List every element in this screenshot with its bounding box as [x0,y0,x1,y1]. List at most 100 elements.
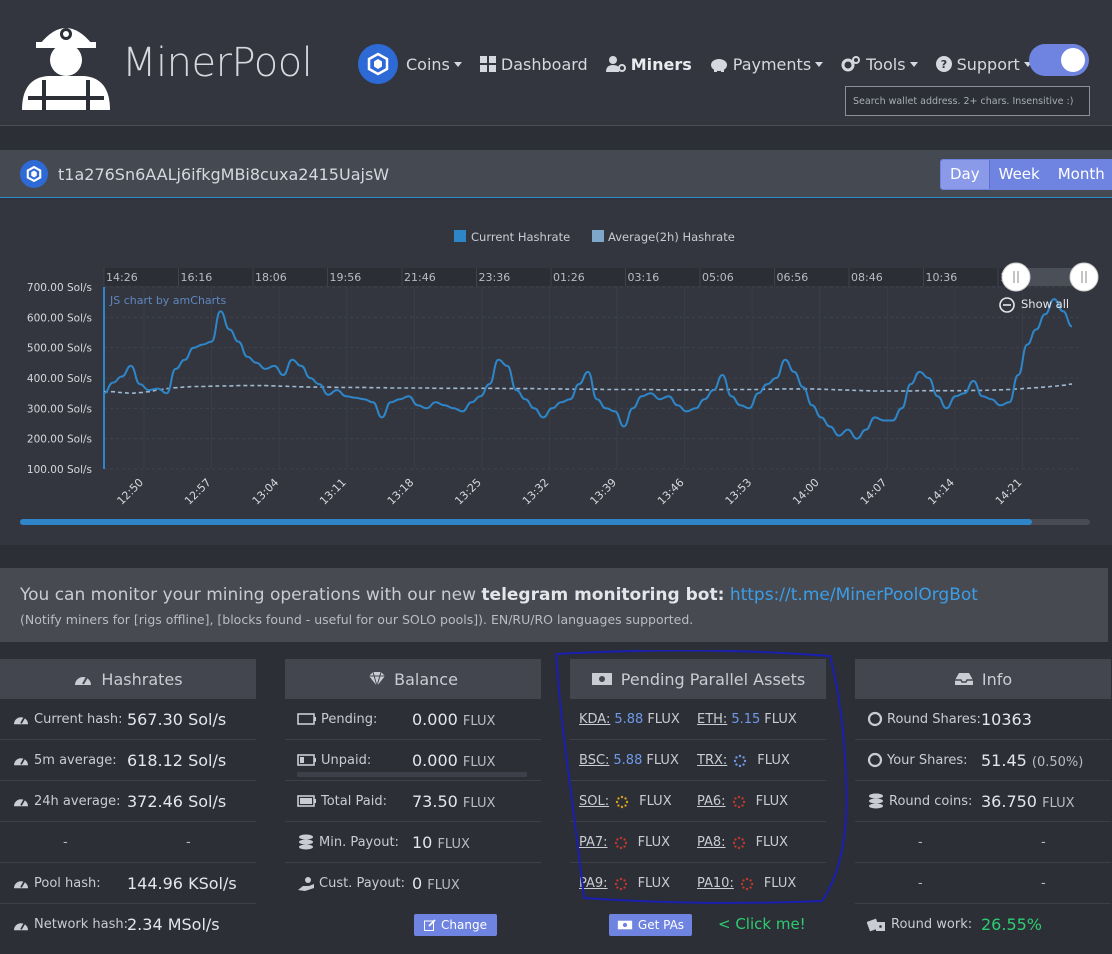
range-handle-left[interactable] [1001,262,1031,292]
asset-name-link[interactable]: ETH: [697,712,728,727]
asset-bsc[interactable]: BSC: 5.88 FLUX [579,753,679,768]
money-bill-icon [591,673,612,685]
show-all-button[interactable]: Show all [1021,297,1069,311]
asset-unit: FLUX [637,876,671,891]
question-circle-icon: ? [935,56,952,72]
round-work-value: 26.55% [981,915,1043,934]
period-month-button[interactable]: Month [1048,160,1112,189]
asset-name-link[interactable]: TRX: [697,753,728,768]
coins-icon [869,793,883,809]
x-tick-label: 12:50 [115,476,147,508]
asset-name-link[interactable]: SOL: [579,794,610,809]
scroll-tick-label: 14:26 [106,271,138,284]
scroll-tick-label: 01:26 [553,271,585,284]
tachometer-icon [14,757,28,766]
asset-unit: FLUX [755,835,789,850]
pending-row: Pending: 0.000 FLUX [285,699,541,740]
toggle-knob [1061,48,1085,72]
legend-average-swatch[interactable] [592,230,604,242]
series-average-line[interactable] [104,383,1073,395]
asset-value: 5.88 [614,712,644,727]
asset-pa10[interactable]: PA10: FLUX [697,876,796,891]
legend-current-label[interactable]: Current Hashrate [471,230,570,244]
y-tick-label: 500.00 Sol/s [27,343,92,355]
theme-toggle[interactable] [1029,44,1089,76]
round-coins-value: 36.750 FLUX [981,791,1075,811]
asset-unit: FLUX [639,794,672,809]
network-hash-value: 2.34 MSol/s [127,915,220,934]
nav-tools[interactable]: Tools [841,55,918,74]
nav-payments[interactable]: Payments [710,55,824,74]
asset-sol[interactable]: SOL: FLUX [579,794,672,809]
range-handle-right[interactable] [1069,262,1099,292]
flux-coin-icon[interactable] [358,44,398,84]
asset-name-link[interactable]: PA8: [697,835,726,850]
asset-name-link[interactable]: PA6: [697,794,726,809]
y-tick-label: 100.00 Sol/s [27,464,92,476]
min-payout-value: 10 FLUX [412,832,470,852]
nav-miners[interactable]: Miners [605,55,692,74]
telegram-bot-link[interactable]: https://t.me/MinerPoolOrgBot [729,585,978,605]
asset-trx[interactable]: TRX: FLUX [697,753,790,768]
cust-payout-value: 0 FLUX [412,874,460,893]
hashrate-chart[interactable]: Current Hashrate Average(2h) Hashrate 14… [0,199,1112,545]
nav-dashboard[interactable]: Dashboard [479,55,588,74]
chart-scroll-band[interactable] [104,268,1080,286]
chart-progress-fill [20,519,1032,525]
round-coins-row: Round coins: 36.750 FLUX [855,781,1111,822]
asset-eth[interactable]: ETH: 5.15 FLUX [697,712,797,727]
wallet-search-input[interactable] [845,86,1090,116]
legend-current-swatch[interactable] [454,230,466,242]
telegram-banner: You can monitor your mining operations w… [0,568,1108,642]
tachometer-icon [14,880,28,889]
change-payout-button[interactable]: Change [414,914,497,936]
spinner-icon [740,877,754,890]
header: MinerPool Coins Dashboard Miners Payment… [0,0,1112,126]
grid-icon [479,56,496,72]
telegram-subtext: (Notify miners for [rigs offline], [bloc… [20,612,694,627]
x-tick-label: 14:21 [993,476,1025,508]
asset-name-link[interactable]: PA10: [697,876,734,891]
nav-coins[interactable]: Coins [406,55,462,74]
legend-average-label[interactable]: Average(2h) Hashrate [608,230,735,244]
period-day-button[interactable]: Day [941,160,990,189]
main-nav: Coins Dashboard Miners Payments Tools ? … [358,44,1050,84]
nav-support[interactable]: ? Support [935,55,1032,74]
asset-pa6[interactable]: PA6: FLUX [697,794,788,809]
asset-pa9[interactable]: PA9: FLUX [579,876,670,891]
scroll-tick-label: 18:06 [255,271,287,284]
your-shares-row: Your Shares: 51.45 (0.50%) [855,740,1111,781]
series-current-line[interactable] [103,298,1073,440]
period-week-button[interactable]: Week [989,160,1049,189]
y-tick-label: 200.00 Sol/s [27,434,92,446]
y-axis-ticks: 700.00 Sol/s 600.00 Sol/s 500.00 Sol/s 400.… [27,282,92,476]
scroll-tick-label: 23:36 [479,271,511,284]
telegram-text: You can monitor your mining operations w… [20,585,978,605]
asset-name-link[interactable]: PA7: [579,835,608,850]
asset-name-link[interactable]: BSC: [579,753,610,768]
chart-watermark[interactable]: JS chart by amCharts [109,294,226,307]
telegram-bold-text: telegram monitoring bot: [481,585,725,605]
chart-scroll-selection[interactable] [1016,268,1084,286]
click-me-hint: < Click me! [718,915,806,933]
brand-name[interactable]: MinerPool [122,40,313,86]
hand-coin-icon [298,876,314,891]
asset-name-link[interactable]: PA9: [579,876,608,891]
assets-title: Pending Parallel Assets [570,659,826,699]
tachometer-icon [14,922,28,930]
get-pas-button[interactable]: Get PAs [609,914,692,936]
asset-kda[interactable]: KDA: 5.88 FLUX [579,712,680,727]
scroll-tick-label: 03:16 [628,271,660,284]
asset-pa7[interactable]: PA7: FLUX [579,835,670,850]
pool-hash-row: Pool hash: 144.96 KSol/s [0,863,256,904]
spinner-icon [614,877,627,890]
scroll-tick-label: 08:46 [851,271,883,284]
total-paid-value: 73.50 FLUX [412,791,496,811]
asset-pa8[interactable]: PA8: FLUX [697,835,788,850]
user-cog-icon [605,56,626,72]
x-tick-label: 13:46 [655,476,687,508]
asset-name-link[interactable]: KDA: [579,712,611,727]
miner-logo-icon[interactable] [18,14,114,110]
zoom-out-icon[interactable] [999,297,1015,313]
money-bill-icon [617,920,633,930]
